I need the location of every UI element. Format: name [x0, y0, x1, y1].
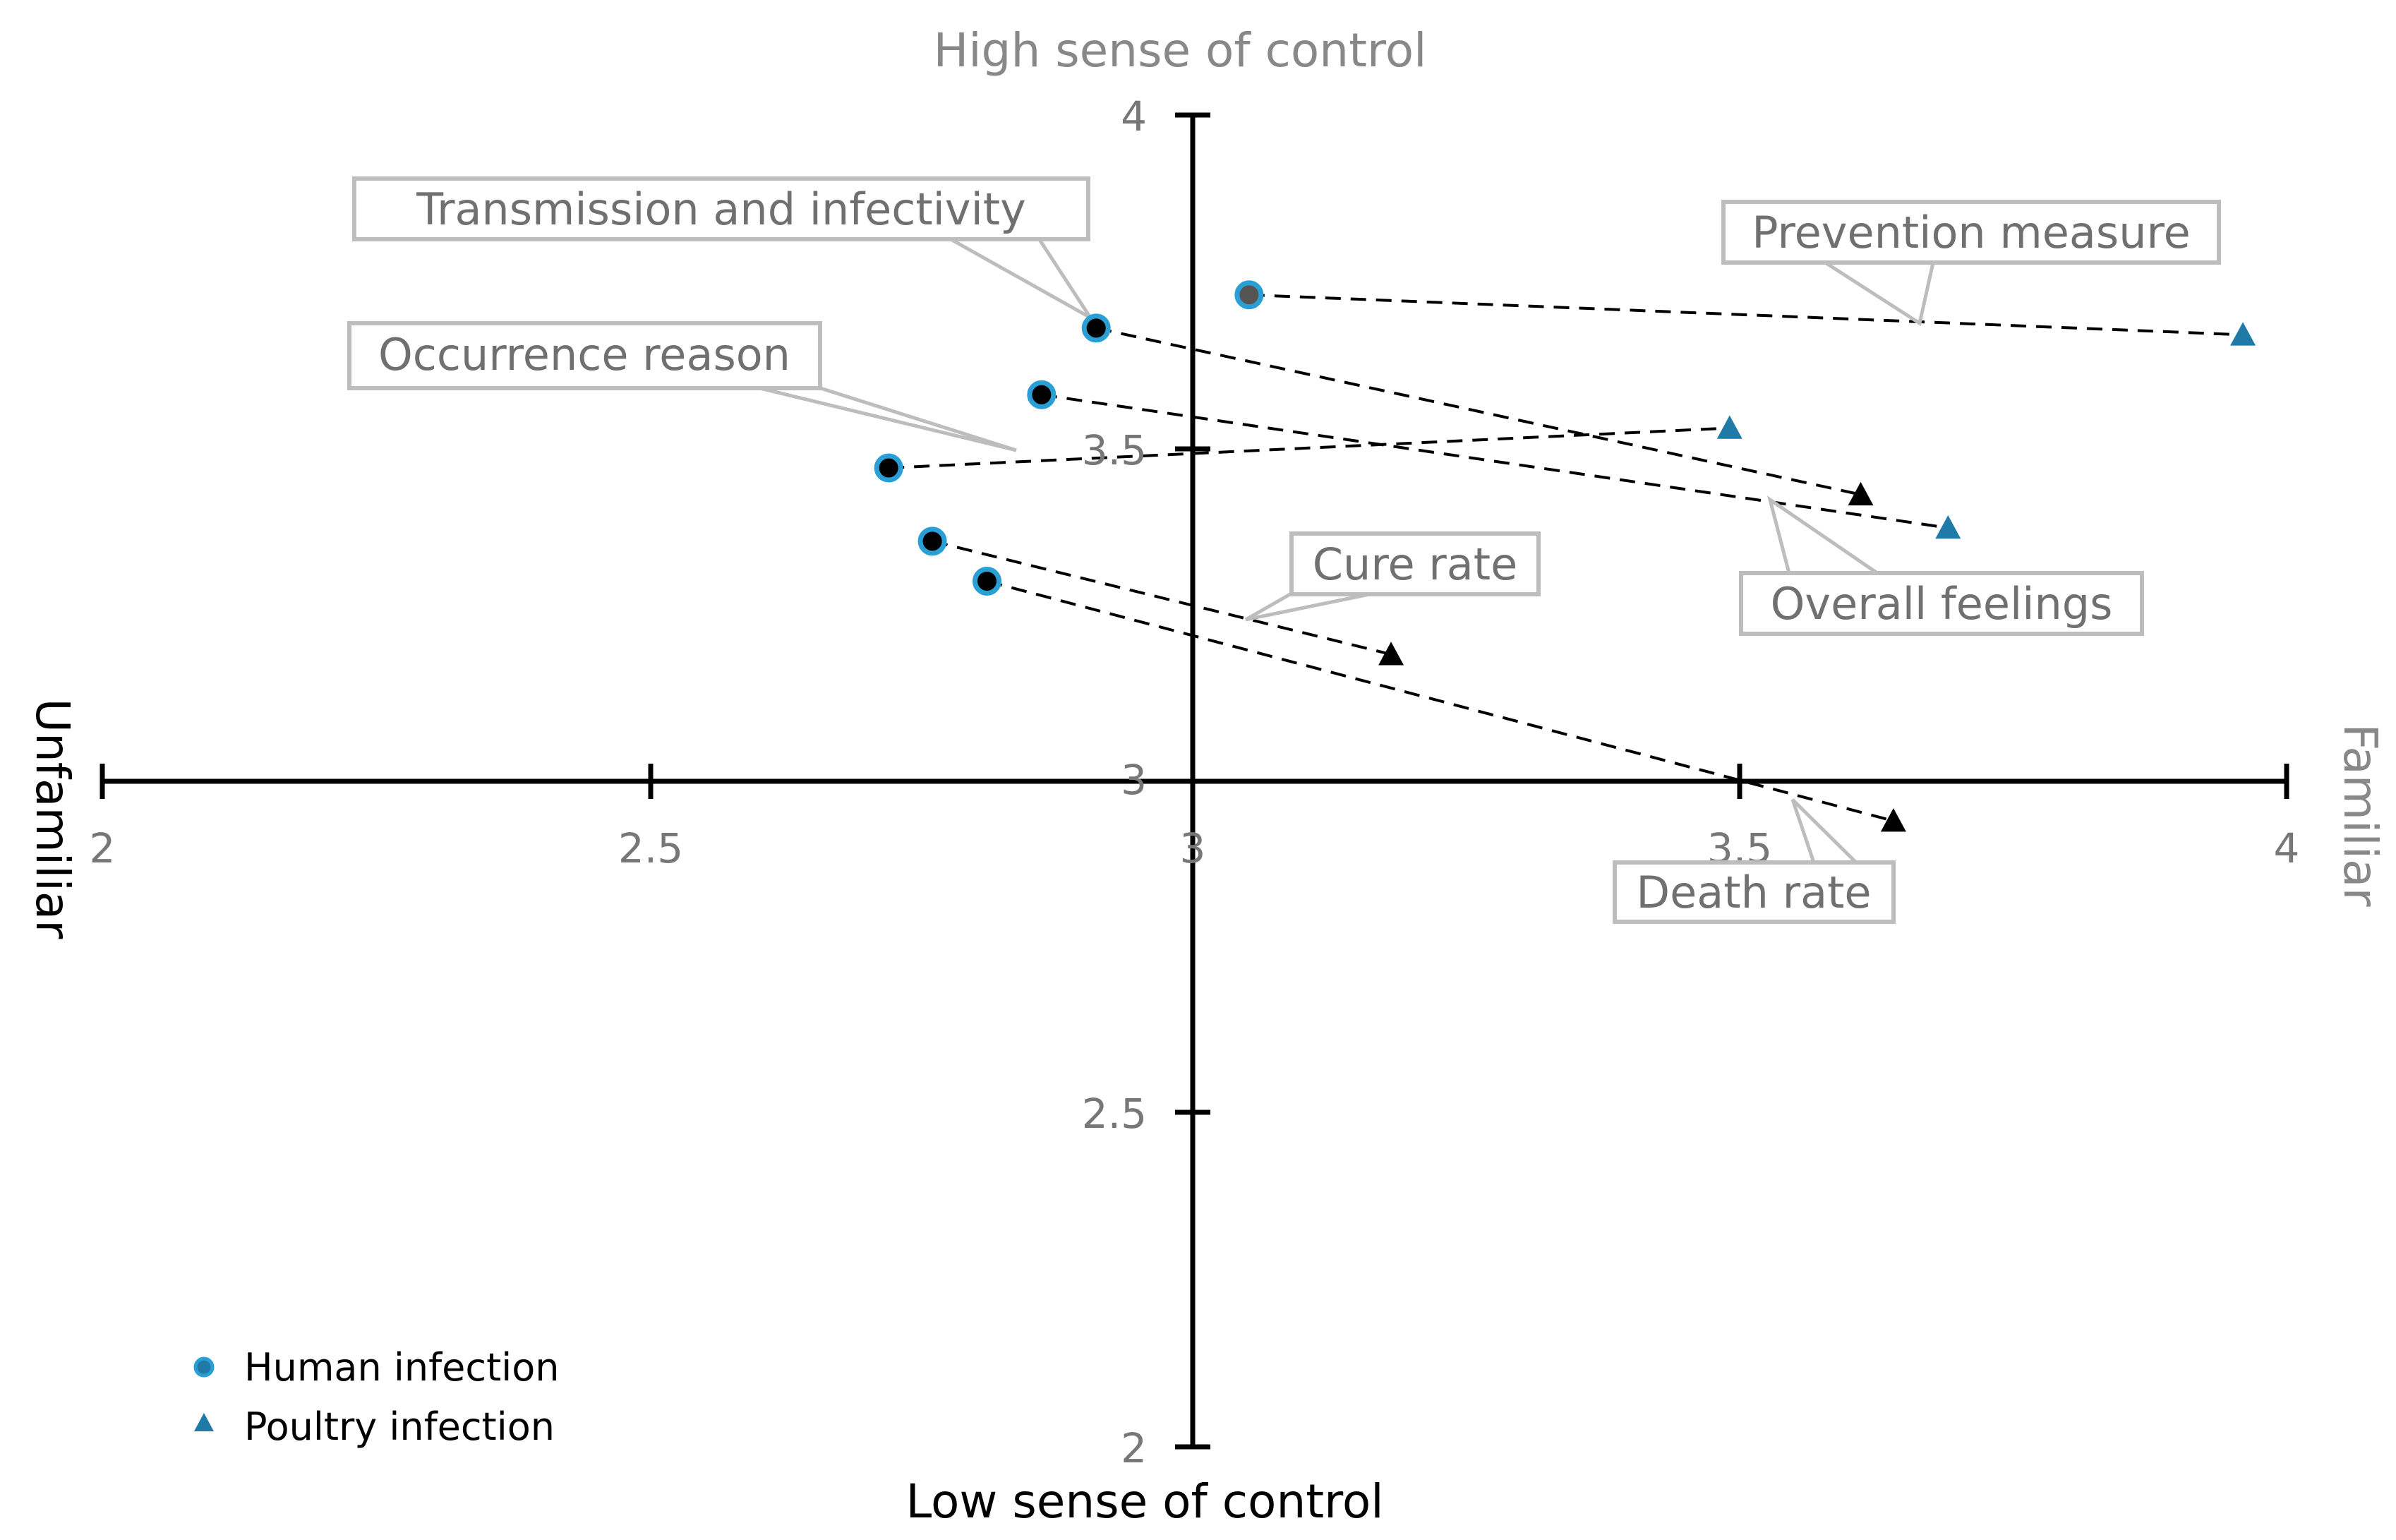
human-point-prevention-measure	[1234, 280, 1264, 310]
leader-cure-rate	[1244, 589, 1384, 622]
poultry-point-prevention-measure	[2230, 322, 2256, 346]
callout-box	[347, 321, 822, 390]
label-familiar: Familiar	[2333, 723, 2388, 907]
human-point-occurrence-reason	[874, 453, 903, 483]
callout-cure-rate: Cure rate	[1289, 531, 1541, 596]
callout-transmission-and-infectivity: Transmission and infectivity	[352, 176, 1090, 241]
callout-box	[1613, 860, 1896, 924]
x-tick-label-4: 4	[2274, 824, 2300, 872]
callout-label: Overall feelings	[1771, 578, 2113, 630]
legend: Human infection Poultry infection	[193, 1345, 560, 1449]
leader-death-rate	[1790, 798, 1858, 864]
callout-label: Death rate	[1636, 867, 1871, 918]
callout-death-rate: Death rate	[1613, 860, 1896, 924]
y-ticks	[1175, 112, 1210, 1450]
callout-prevention-measure: Prevention measure	[1721, 200, 2221, 265]
poultry-point-occurrence-reason	[1716, 415, 1742, 439]
callout-label: Cure rate	[1313, 539, 1518, 590]
x-tick-label-2.5: 2.5	[618, 824, 683, 872]
legend-item-human: Human infection	[193, 1345, 560, 1390]
callout-box	[352, 176, 1090, 241]
callout-label: Transmission and infectivity	[416, 184, 1026, 235]
x-tick-label-2: 2	[90, 824, 116, 872]
callout-label: Prevention measure	[1752, 207, 2191, 258]
y-tick-label-2.5: 2.5	[1082, 1090, 1147, 1138]
connector-death-rate	[986, 579, 1894, 823]
label-unfamiliar: Unfamiliar	[25, 699, 80, 940]
y-tick-label-2: 2	[1121, 1424, 1147, 1472]
leader-overall-feelings	[1766, 495, 1879, 575]
y-tick-label-3.5: 3.5	[1082, 426, 1147, 474]
leader-occurrence-reason	[747, 383, 1017, 452]
human-point-overall-feelings	[1027, 380, 1056, 409]
poultry-point-death-rate	[1880, 808, 1906, 832]
connector-transmission-and-infectivity	[1095, 326, 1861, 496]
poultry-markers	[1378, 322, 2256, 832]
human-point-death-rate	[972, 566, 1001, 596]
y-tick-label-4: 4	[1121, 92, 1147, 140]
label-high-sense-of-control: High sense of control	[934, 23, 1427, 78]
poultry-point-cure-rate	[1378, 642, 1404, 666]
callout-overall-feelings: Overall feelings	[1739, 571, 2144, 636]
legend-triangle-icon	[194, 1413, 214, 1431]
x-ticks	[100, 764, 2289, 799]
callout-occurrence-reason: Occurrence reason	[347, 321, 822, 390]
legend-label-human: Human infection	[244, 1345, 560, 1390]
human-point-transmission-and-infectivity	[1081, 313, 1111, 343]
y-tick-labels: 4 3.5 3 2.5 2	[1082, 92, 1147, 1472]
connector-prevention-measure	[1248, 293, 2244, 337]
connector-cure-rate	[932, 539, 1392, 656]
human-point-cure-rate	[917, 527, 947, 556]
leader-prevention-measure	[1819, 258, 1936, 327]
legend-item-poultry: Poultry infection	[194, 1404, 555, 1449]
label-low-sense-of-control: Low sense of control	[905, 1474, 1383, 1529]
callout-box	[1739, 571, 2144, 636]
poultry-point-transmission-and-infectivity	[1848, 481, 1874, 506]
legend-circle-icon	[193, 1356, 215, 1378]
callout-box	[1289, 531, 1541, 596]
poultry-point-overall-feelings	[1935, 515, 1961, 539]
y-tick-label-3: 3	[1121, 756, 1147, 804]
x-tick-label-3: 3	[1180, 824, 1206, 872]
human-markers	[874, 280, 1264, 596]
leader-transmission-and-infectivity	[944, 234, 1092, 320]
connector-lines	[889, 293, 2244, 823]
legend-label-poultry: Poultry infection	[244, 1404, 555, 1449]
callout-box	[1721, 200, 2221, 265]
callout-label: Occurrence reason	[378, 329, 790, 380]
connector-occurrence-reason	[889, 426, 1730, 470]
x-tick-labels: 2 2.5 3 3.5 4	[90, 824, 2300, 872]
